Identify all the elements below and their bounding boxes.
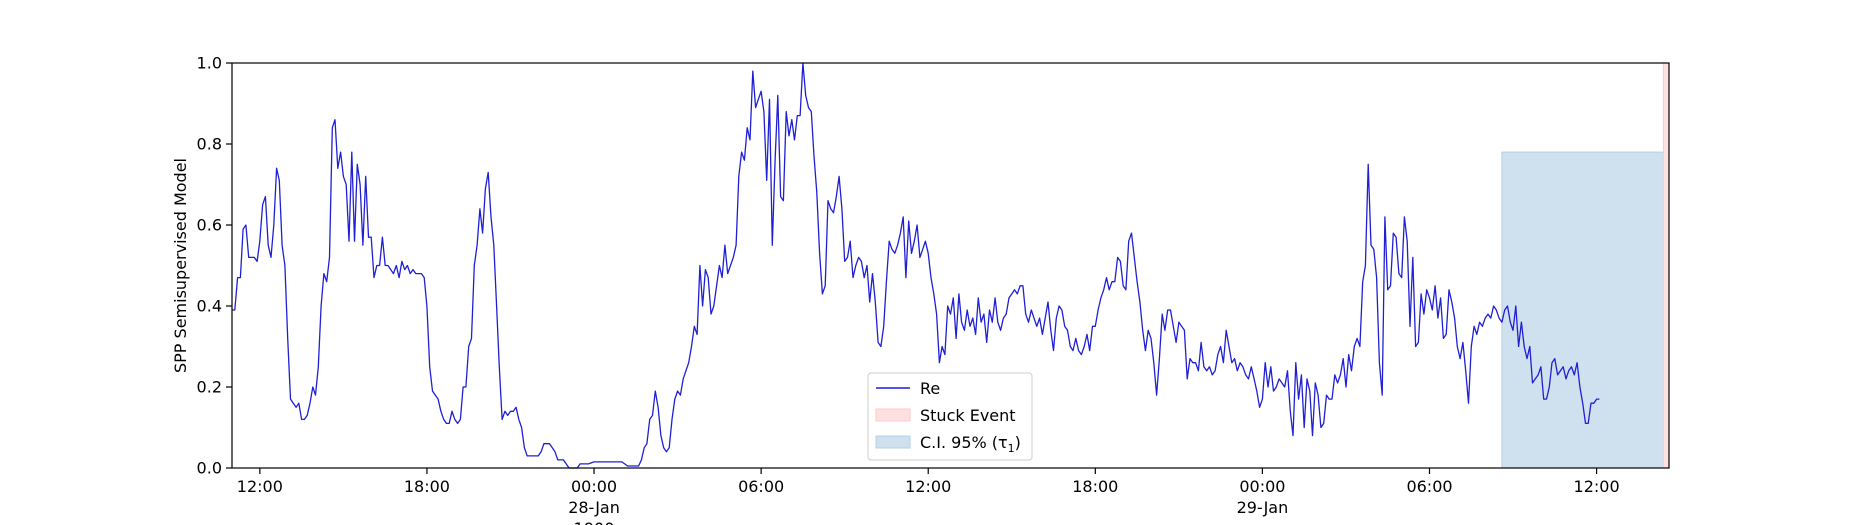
- x-tick-label: 28-Jan: [568, 498, 620, 517]
- y-axis-title: SPP Semisupervised Model: [171, 158, 190, 373]
- y-axis: 0.0 0.2 0.4 0.6 0.8 1.0: [197, 54, 232, 478]
- y-tick-label: 0.8: [197, 135, 222, 154]
- x-tick-label: 12:00: [1574, 477, 1620, 496]
- y-tick-label: 0.2: [197, 378, 222, 397]
- legend-label: Re: [920, 379, 940, 398]
- y-tick-label: 0.0: [197, 459, 222, 478]
- plot-frame: [231, 62, 1670, 469]
- ci-band: [1501, 151, 1670, 469]
- y-tick-label: 0.4: [197, 297, 222, 316]
- x-axis: 12:00 18:00 00:00 28-Jan 1900 06:00 12:00 18:00…: [237, 468, 1620, 525]
- x-tick-label: 00:00: [571, 477, 617, 496]
- series-layer: [232, 62, 1600, 469]
- y-tick-label: 0.6: [197, 216, 222, 235]
- y-tick-label: 1.0: [197, 54, 222, 73]
- x-tick-label: 18:00: [404, 477, 450, 496]
- legend: Re Stuck Event C.I. 95% (τ1): [867, 372, 1033, 461]
- legend-label: Stuck Event: [920, 406, 1016, 425]
- series-line-re: [232, 62, 1600, 469]
- legend-swatch-patch: [875, 435, 911, 449]
- x-tick-label: 1900: [574, 519, 615, 525]
- legend-swatch-patch: [875, 408, 911, 422]
- x-tick-label: 12:00: [905, 477, 951, 496]
- x-tick-label: 06:00: [738, 477, 784, 496]
- x-tick-label: 18:00: [1072, 477, 1118, 496]
- legend-label: C.I. 95% (τ1): [920, 433, 1021, 455]
- x-tick-label: 06:00: [1406, 477, 1452, 496]
- shaded-regions: [1501, 62, 1670, 469]
- x-tick-label: 00:00: [1239, 477, 1285, 496]
- stuck-event-band: [1662, 62, 1670, 469]
- x-tick-label: 29-Jan: [1237, 498, 1289, 517]
- x-tick-label: 12:00: [237, 477, 283, 496]
